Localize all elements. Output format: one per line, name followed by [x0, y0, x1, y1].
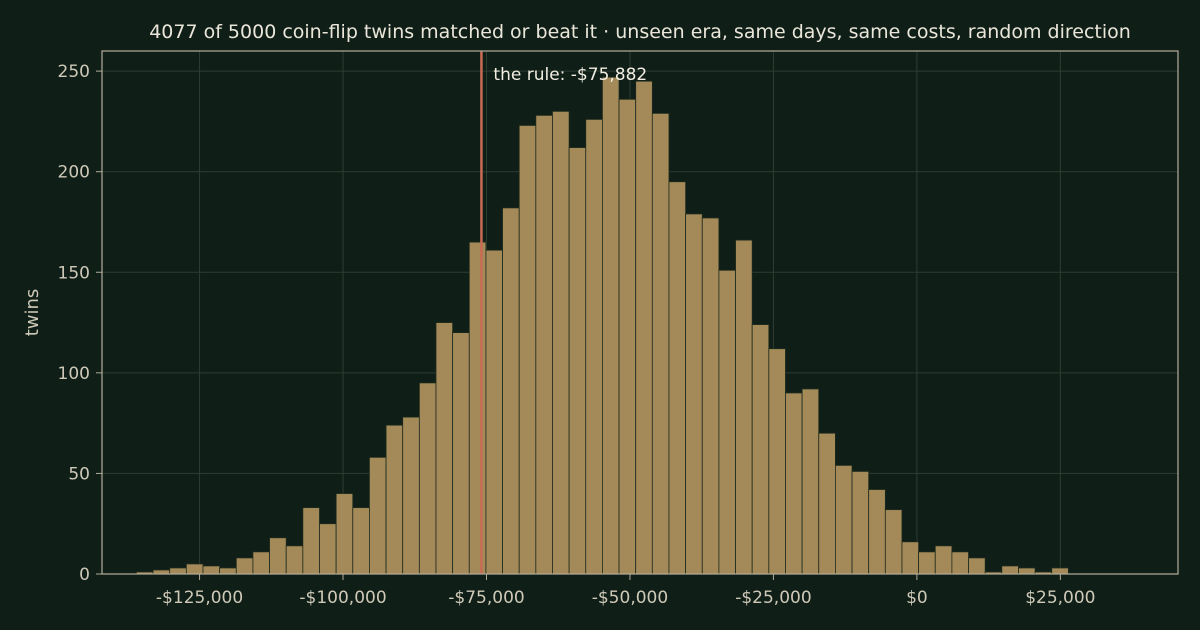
- histogram-bar: [202, 565, 221, 575]
- histogram-bar: [585, 118, 603, 575]
- reference-label: the rule: -$75,882: [493, 65, 647, 85]
- x-tick-label: -$75,000: [448, 588, 524, 608]
- histogram-bar: [785, 392, 803, 575]
- histogram-bar: [768, 348, 786, 575]
- histogram-bar: [1051, 567, 1069, 575]
- histogram-bar: [285, 545, 304, 575]
- histogram-bar: [835, 464, 853, 575]
- x-tick-label: -$100,000: [299, 588, 386, 608]
- histogram-bar: [369, 456, 387, 575]
- y-axis-title: twins: [22, 289, 43, 337]
- x-tick-label: -$125,000: [156, 588, 243, 608]
- histogram-bar: [568, 147, 587, 575]
- histogram-bar: [818, 432, 836, 575]
- histogram-bar: [518, 125, 537, 575]
- y-tick-label: 200: [58, 163, 90, 183]
- histogram-bar: [635, 80, 653, 575]
- histogram-bar: [402, 416, 420, 575]
- histogram-bar: [851, 471, 870, 575]
- histogram-bar: [269, 537, 287, 575]
- histogram-bar: [235, 557, 254, 575]
- histogram-bar: [535, 114, 553, 575]
- y-tick-label: 150: [58, 263, 90, 283]
- histogram-bar: [735, 239, 753, 575]
- histogram-bar: [901, 541, 920, 575]
- histogram-bar: [884, 509, 903, 575]
- histogram-bar: [152, 569, 171, 575]
- histogram-bar: [485, 249, 503, 575]
- histogram-bar: [319, 523, 337, 575]
- chart-title: 4077 of 5000 coin-flip twins matched or …: [149, 21, 1131, 43]
- histogram-bar: [302, 507, 320, 575]
- histogram-bar: [751, 324, 770, 575]
- histogram-bar: [418, 382, 437, 575]
- histogram-bar: [951, 551, 969, 575]
- histogram-bar: [668, 181, 687, 575]
- reference-line-group: the rule: -$75,882: [480, 51, 647, 574]
- x-tick-label: $0: [906, 588, 928, 608]
- histogram-bar: [352, 507, 370, 575]
- histogram-bar: [502, 207, 520, 575]
- y-tick-label: 0: [79, 565, 90, 585]
- histogram-bar: [468, 241, 487, 575]
- histogram-bar: [435, 322, 454, 575]
- histogram-bar: [252, 551, 270, 575]
- histogram-bar: [934, 545, 953, 575]
- histogram-bar: [452, 332, 470, 575]
- histogram-bars: [136, 76, 1069, 575]
- x-tick-label: $25,000: [1025, 588, 1095, 608]
- histogram-bar: [602, 76, 620, 575]
- histogram-bar: [685, 213, 703, 575]
- histogram-bar: [801, 388, 820, 575]
- histogram-bar: [868, 489, 886, 575]
- histogram-bar: [701, 217, 720, 575]
- histogram-bar: [651, 112, 670, 575]
- y-tick-label: 50: [68, 464, 90, 484]
- plot-frame: [101, 50, 1179, 575]
- histogram-bar: [718, 269, 736, 575]
- y-tick-label: 100: [58, 364, 90, 384]
- y-tick-label: 250: [58, 62, 90, 82]
- histogram-bar: [185, 563, 204, 575]
- x-tick-label: -$50,000: [592, 588, 668, 608]
- axes: -$125,000 -$100,000 -$75,000 -$50,000 -$25,0…: [58, 50, 1179, 608]
- histogram-bar: [219, 567, 237, 575]
- histogram-bar: [618, 98, 637, 575]
- histogram-bar: [169, 567, 187, 575]
- histogram-bar: [1001, 565, 1019, 575]
- histogram-bar: [335, 493, 354, 575]
- histogram-bar: [918, 551, 936, 575]
- histogram-bar: [552, 110, 570, 575]
- histogram-bar: [1018, 567, 1036, 575]
- x-tick-label: -$25,000: [735, 588, 811, 608]
- histogram-bar: [385, 424, 404, 575]
- histogram-bar: [968, 557, 986, 575]
